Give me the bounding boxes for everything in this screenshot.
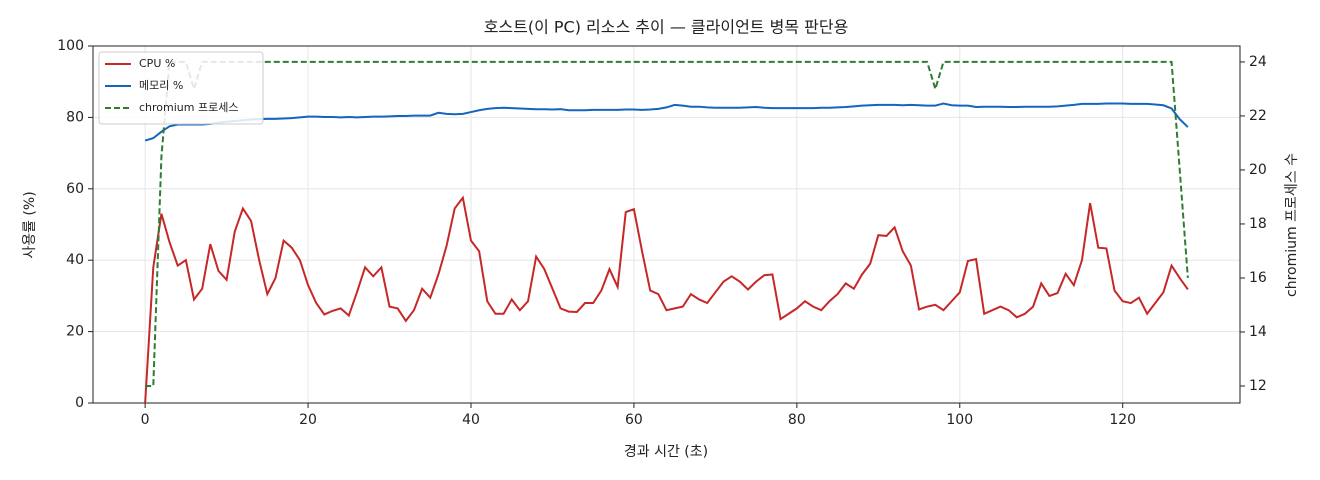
chart-title: 호스트(이 PC) 리소스 추이 — 클라이언트 병목 판단용 [484,18,849,37]
y-tick-label: 20 [66,324,84,340]
x-tick-label: 80 [788,412,806,428]
y2-tick-label: 22 [1249,108,1267,124]
y-axis-label: 사용률 (%) [22,191,38,258]
y2-tick-label: 12 [1249,378,1267,394]
y-tick-label: 100 [57,38,84,54]
y2-tick-label: 20 [1249,162,1267,178]
y2-tick-label: 18 [1249,216,1267,232]
y2-axis-label: chromium 프로세스 수 [1284,153,1300,297]
series-line [144,102,1189,142]
legend-box [98,51,264,125]
y2-tick-label: 24 [1249,54,1267,70]
legend-label: chromium 프로세스 [139,101,238,114]
x-tick-label: 20 [299,412,317,428]
x-tick-label: 60 [625,412,643,428]
x-tick-label: 120 [1109,412,1136,428]
x-tick-label: 0 [141,412,150,428]
y-tick-label: 0 [75,395,84,411]
y-tick-label: 60 [66,181,84,197]
y2-tick-label: 14 [1249,324,1267,340]
legend: CPU % 메모리 % chromium 프로세스 [98,51,264,125]
x-tick-label: 100 [946,412,973,428]
x-axis-label: 경과 시간 (초) [624,444,708,460]
legend-label: CPU % [139,57,175,70]
y2-tick-label: 16 [1249,270,1267,286]
plot-frame [92,45,1241,404]
y-tick-label: 40 [66,252,84,268]
y-tick-label: 80 [66,109,84,125]
series-line [145,60,1189,387]
legend-label: 메모리 % [139,79,183,92]
series-line [144,195,1189,404]
x-tick-label: 40 [462,412,480,428]
